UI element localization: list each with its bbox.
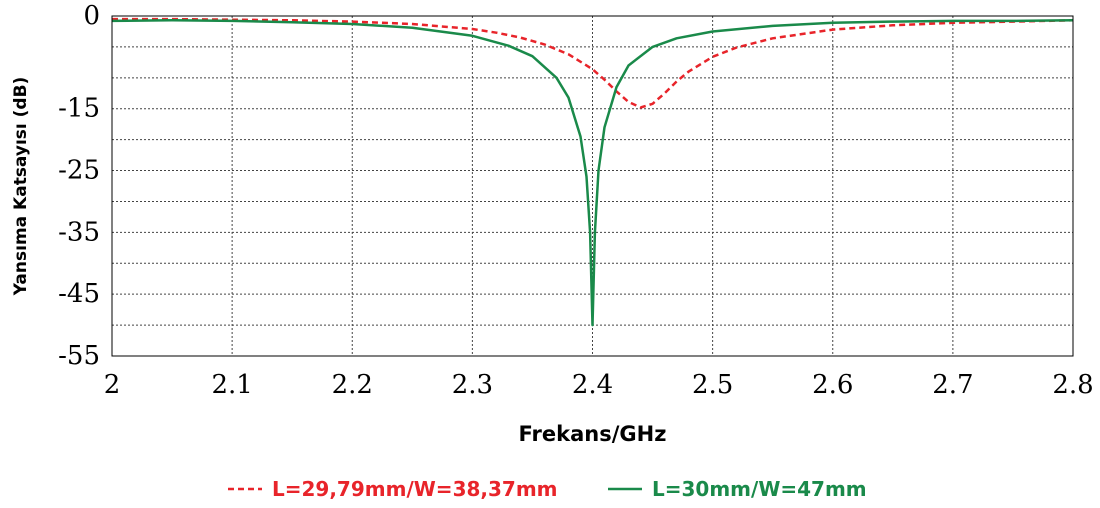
tick-labels: 2 2.1 2.2 2.3 2.4 2.5 2.6 2.7 2.8 0 -15 -25 -35 -45 -5… [58, 1, 1094, 400]
legend-label-0: L=29,79mm/W=38,37mm [272, 477, 558, 501]
y-axis-title: Yansıma Katsayısı (dB) [11, 77, 31, 297]
y-tick-label: -25 [58, 156, 100, 186]
x-tick-label: 2.7 [932, 370, 973, 400]
y-tick-label: -15 [58, 94, 100, 124]
y-tick-label: -55 [58, 341, 100, 371]
series-line-0 [112, 17, 1074, 109]
legend: L=29,79mm/W=38,37mm L=30mm/W=47mm [228, 477, 867, 501]
x-tick-label: 2.8 [1052, 370, 1093, 400]
y-tick-label: -45 [58, 279, 100, 309]
x-axis-title: Frekans/GHz [519, 422, 667, 446]
y-tick-label: 0 [83, 1, 100, 31]
x-tick-label: 2.5 [692, 370, 733, 400]
legend-item-0: L=29,79mm/W=38,37mm [228, 477, 558, 501]
x-tick-label: 2.6 [812, 370, 853, 400]
plot-frame [111, 15, 1074, 357]
legend-item-1: L=30mm/W=47mm [608, 477, 867, 501]
grid [112, 16, 1073, 356]
legend-label-1: L=30mm/W=47mm [652, 477, 867, 501]
x-tick-label: 2 [104, 370, 121, 400]
x-tick-label: 2.2 [332, 370, 373, 400]
series-layer [111, 17, 1074, 327]
x-tick-label: 2.1 [211, 370, 252, 400]
x-tick-label: 2.3 [452, 370, 493, 400]
y-tick-label: -35 [58, 217, 100, 247]
series-line-1 [111, 19, 1074, 327]
x-tick-label: 2.4 [572, 370, 613, 400]
